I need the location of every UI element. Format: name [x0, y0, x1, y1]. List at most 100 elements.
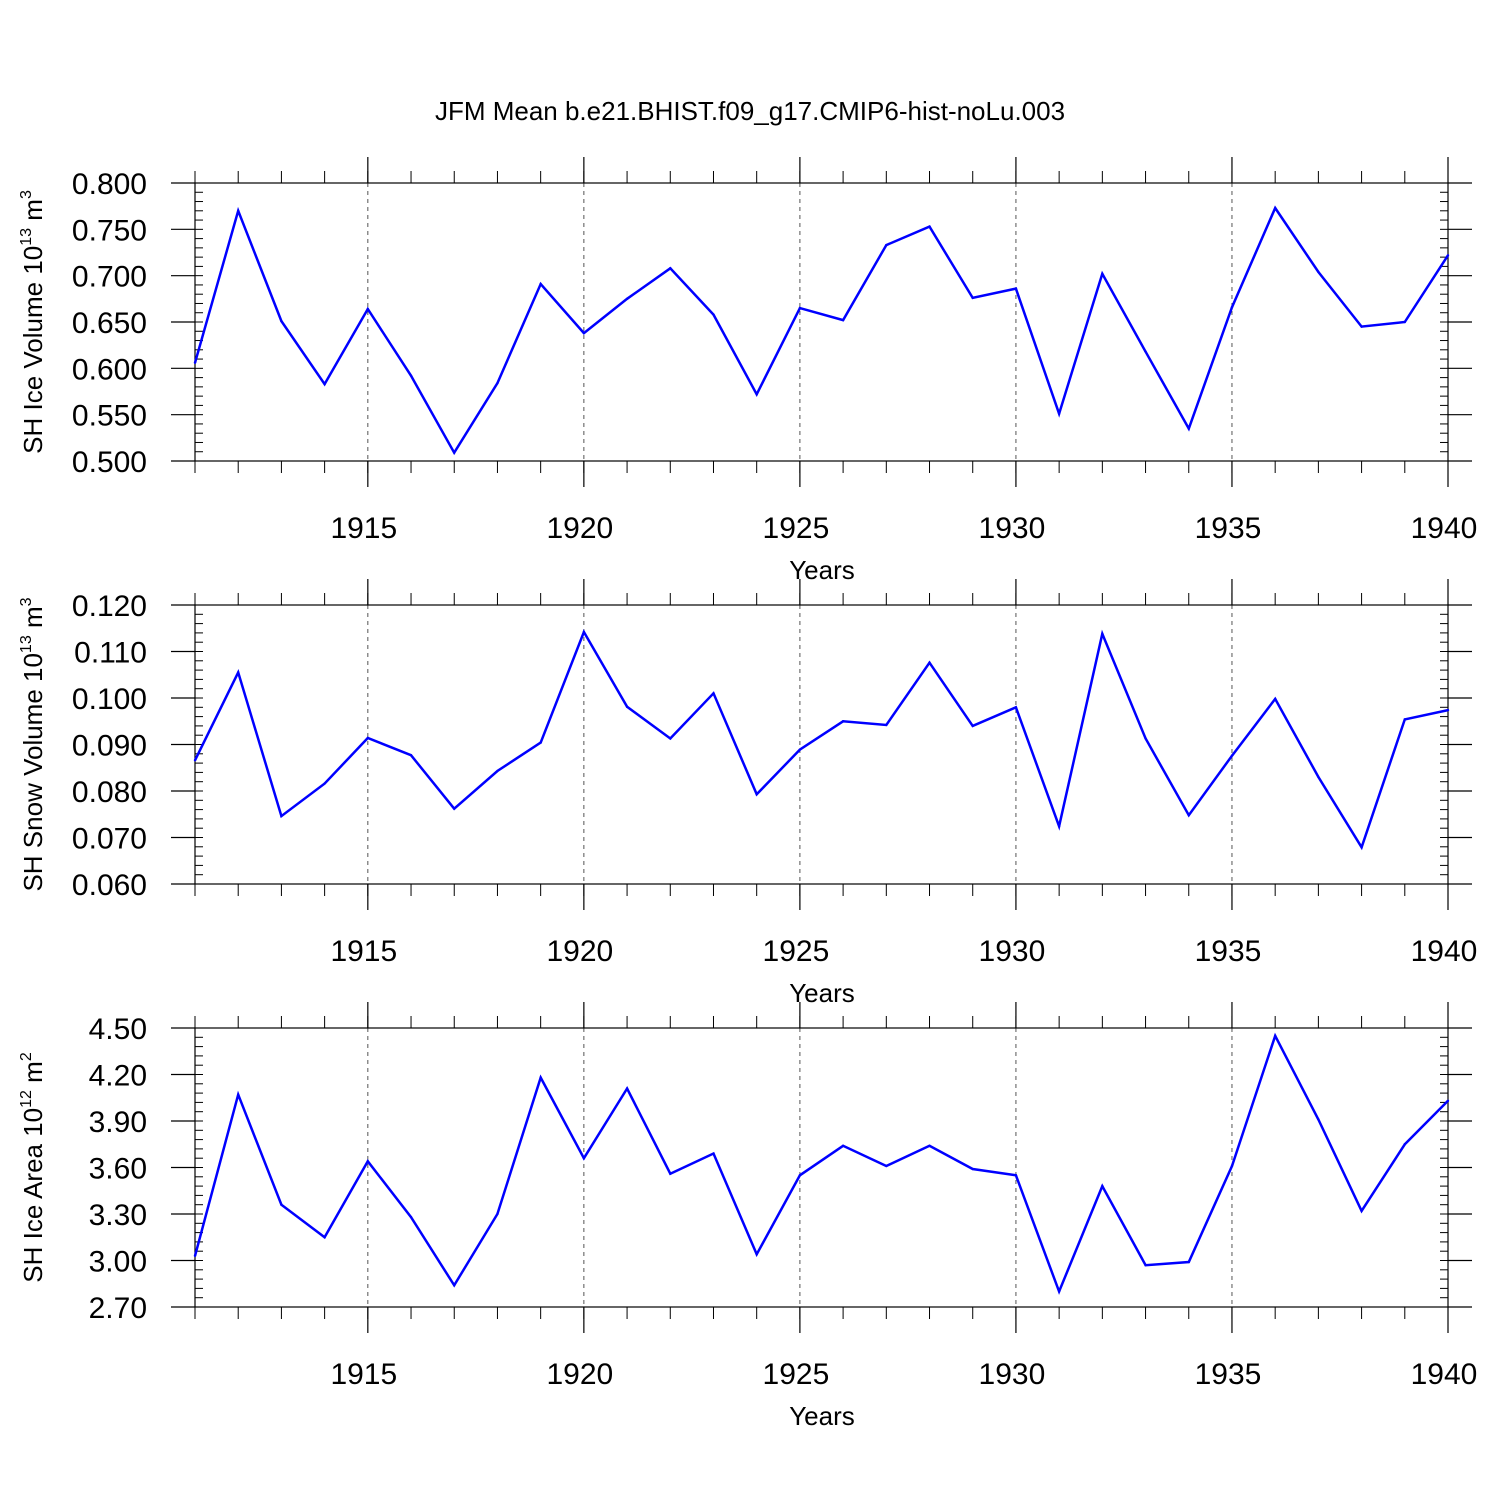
data-point — [409, 374, 413, 377]
data-point — [1403, 320, 1406, 324]
data-point — [1403, 718, 1406, 721]
data-point — [928, 661, 931, 664]
data-point — [1317, 1118, 1320, 1121]
data-point — [1360, 1209, 1363, 1213]
y-tick-label: 0.650 — [72, 307, 147, 340]
data-point — [841, 720, 845, 723]
y-axis-title-unit: m — [18, 199, 48, 228]
data-point — [669, 737, 672, 740]
y-tick-label: 0.600 — [72, 353, 147, 386]
data-point — [1273, 1034, 1277, 1037]
data-point — [1360, 325, 1363, 328]
data-point — [1317, 270, 1320, 274]
x-tick-label: 1940 — [1411, 512, 1478, 545]
data-point — [1317, 775, 1320, 779]
data-point — [1230, 1164, 1234, 1168]
data-point — [798, 748, 802, 751]
y-axis-title: SH Ice Area 1012 m2 — [18, 1052, 48, 1283]
x-tick-label: 1915 — [330, 1358, 397, 1391]
data-point — [409, 1215, 413, 1219]
data-point — [755, 393, 758, 396]
data-point — [1014, 287, 1018, 290]
data-point — [582, 630, 586, 634]
data-point — [1144, 1263, 1147, 1267]
y-tick-label: 4.20 — [89, 1060, 147, 1093]
x-tick-label: 1925 — [763, 935, 830, 968]
y-tick-label: 0.060 — [72, 869, 147, 902]
y-tick-label: 2.70 — [89, 1292, 147, 1325]
y-tick-label: 3.90 — [89, 1106, 147, 1139]
data-point — [1230, 305, 1234, 309]
data-point — [237, 209, 240, 212]
data-point — [366, 307, 370, 311]
data-point — [1101, 272, 1104, 276]
data-point — [971, 296, 974, 300]
data-point — [1014, 706, 1018, 709]
data-point — [669, 1172, 672, 1175]
y-axis-title-unit-exponent: 3 — [18, 190, 35, 199]
y-tick-label: 0.070 — [72, 823, 147, 856]
data-point — [669, 267, 672, 270]
series-line — [193, 205, 1450, 456]
y-tick-label: 0.700 — [72, 261, 147, 294]
data-point — [1101, 632, 1104, 636]
data-point — [1057, 1290, 1061, 1293]
y-axis-title: SH Snow Volume 1013 m3 — [18, 597, 48, 891]
data-point — [1057, 412, 1061, 415]
data-point — [971, 724, 974, 728]
data-point — [496, 381, 499, 385]
data-point — [928, 225, 931, 228]
data-point — [323, 382, 326, 386]
data-point — [712, 313, 715, 316]
x-tick-label: 1920 — [546, 512, 613, 545]
x-tick-label: 1925 — [763, 1358, 830, 1391]
y-tick-label: 0.120 — [72, 590, 147, 623]
x-tick-label: 1935 — [1195, 935, 1262, 968]
y-axis-title-main: SH Ice Volume 10 — [18, 246, 48, 454]
data-point — [366, 736, 370, 740]
x-tick-label: 1920 — [546, 1358, 613, 1391]
x-axis-title: Years — [789, 1401, 855, 1431]
data-point — [1403, 1143, 1406, 1146]
data-point — [1101, 1184, 1104, 1188]
x-tick-label: 1915 — [330, 935, 397, 968]
data-point — [841, 318, 845, 322]
data-point — [539, 282, 542, 286]
x-tick-label: 1935 — [1195, 512, 1262, 545]
x-tick-label: 1935 — [1195, 1358, 1262, 1391]
y-axis-title-exponent: 13 — [18, 228, 35, 246]
y-axis-title: SH Ice Volume 1013 m3 — [18, 190, 48, 454]
data-point — [1187, 1260, 1190, 1264]
data-point — [496, 769, 499, 773]
data-point — [1446, 708, 1450, 712]
panels: 0.500 0.550 0.600 0.650 0.700 0.750 0.800 1915 1… — [18, 157, 1477, 1431]
data-point — [1014, 1174, 1018, 1177]
data-point — [366, 1160, 370, 1163]
y-tick-label: 4.50 — [89, 1013, 147, 1046]
data-point — [841, 1144, 845, 1148]
x-tick-label: 1930 — [979, 1358, 1046, 1391]
panel-2: 0.060 0.070 0.080 0.090 0.100 0.110 0.120 1915 1… — [18, 579, 1477, 1008]
data-point — [971, 1167, 974, 1171]
data-point — [582, 331, 586, 335]
data-point — [625, 297, 629, 301]
x-axis-title: Years — [789, 978, 855, 1008]
data-point — [453, 451, 456, 454]
data-point — [453, 807, 456, 810]
y-tick-label: 0.800 — [72, 168, 147, 201]
y-axis-title-exponent: 13 — [18, 635, 35, 653]
series-line — [193, 629, 1449, 851]
y-tick-label: 3.30 — [89, 1199, 147, 1232]
y-tick-label: 0.750 — [72, 214, 147, 247]
data-point — [409, 753, 413, 757]
data-point — [193, 1254, 197, 1258]
data-point — [496, 1212, 499, 1216]
data-point — [582, 1157, 586, 1160]
data-point — [193, 361, 197, 364]
data-point — [798, 306, 802, 310]
x-tick-label: 1930 — [979, 935, 1046, 968]
data-point — [885, 1164, 888, 1168]
x-tick-label: 1915 — [330, 512, 397, 545]
x-tick-label: 1925 — [763, 512, 830, 545]
